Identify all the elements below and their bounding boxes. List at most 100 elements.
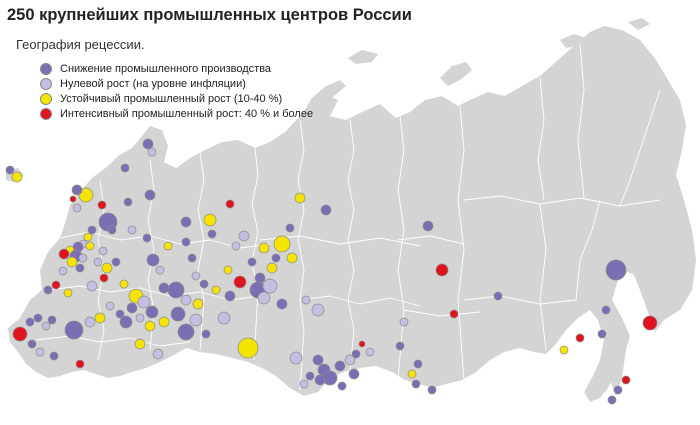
city-intense-marker [435, 263, 449, 277]
city-zero-marker [72, 203, 82, 213]
city-intense-marker [51, 280, 61, 290]
city-intense-marker [449, 309, 459, 319]
city-decline-marker [207, 229, 217, 239]
legend: Снижение промышленного производства Нуле… [38, 62, 313, 122]
city-decline-marker [142, 233, 152, 243]
city-intense-marker [642, 315, 658, 331]
city-zero-marker [135, 313, 145, 323]
city-steady-marker [203, 213, 217, 227]
city-decline-marker [167, 281, 185, 299]
city-decline-marker [305, 371, 315, 381]
city-steady-marker [101, 262, 113, 274]
city-decline-marker [145, 305, 159, 319]
city-steady-marker [407, 369, 417, 379]
city-zero-marker [311, 303, 325, 317]
city-steady-marker [192, 298, 204, 310]
city-decline-marker [126, 302, 138, 314]
city-steady-marker [286, 252, 298, 264]
sakhalin [610, 312, 626, 396]
city-decline-marker [322, 370, 338, 386]
city-decline-marker [180, 216, 192, 228]
city-steady-marker [144, 320, 156, 332]
city-decline-marker [247, 257, 257, 267]
city-zero-marker [344, 354, 356, 366]
city-zero-marker [84, 316, 96, 328]
city-decline-marker [271, 253, 281, 263]
city-zero-marker [155, 265, 165, 275]
city-decline-marker [395, 341, 405, 351]
city-decline-marker [111, 257, 121, 267]
city-decline-marker [64, 320, 84, 340]
city-decline-marker [613, 385, 623, 395]
city-steady-marker [85, 241, 95, 251]
city-steady-marker [119, 279, 129, 289]
city-zero-marker [399, 317, 409, 327]
city-zero-marker [217, 311, 231, 325]
city-decline-marker [47, 315, 57, 325]
page-subtitle: География рецессии. [16, 37, 145, 52]
legend-item-decline: Снижение промышленного производства [38, 62, 313, 77]
city-zero-marker [78, 253, 88, 263]
city-steady-marker [158, 316, 170, 328]
city-zero-marker [257, 291, 271, 305]
city-intense-marker [233, 275, 247, 289]
city-decline-marker [224, 290, 236, 302]
arctic-island-north [348, 50, 378, 64]
city-decline-marker [146, 253, 160, 267]
legend-swatch-decline [40, 63, 52, 75]
legend-label-steady: Устойчивый промышленный рост (10-40 %) [60, 93, 283, 105]
city-steady-marker [134, 338, 146, 350]
city-decline-marker [87, 225, 97, 235]
city-steady-marker [211, 285, 221, 295]
city-decline-marker [597, 329, 607, 339]
city-intense-marker [12, 326, 28, 342]
city-steady-marker [294, 192, 306, 204]
city-decline-marker [120, 163, 130, 173]
city-zero-marker [301, 295, 311, 305]
city-decline-marker [75, 263, 85, 273]
city-decline-marker [107, 225, 117, 235]
city-decline-marker [411, 379, 421, 389]
city-intense-marker [97, 200, 107, 210]
city-decline-marker [25, 317, 35, 327]
city-intense-marker [621, 375, 631, 385]
city-zero-marker [93, 257, 103, 267]
city-steady-marker [223, 265, 233, 275]
city-intense-marker [69, 195, 77, 203]
legend-item-intense: Интенсивный промышленный рост: 40 % и бо… [38, 107, 313, 122]
city-decline-marker [33, 313, 43, 323]
city-decline-marker [285, 223, 295, 233]
city-steady-marker [63, 288, 73, 298]
novaya-zemlya [300, 80, 346, 124]
kamchatka [630, 240, 668, 332]
city-steady-marker [237, 337, 259, 359]
city-intense-marker [58, 248, 70, 260]
legend-swatch-steady [40, 93, 52, 105]
city-decline-marker [115, 309, 125, 319]
city-decline-marker [427, 385, 437, 395]
city-intense-marker [358, 340, 366, 348]
city-decline-marker [312, 354, 324, 366]
legend-item-zero: Нулевой рост (на уровне инфляции) [38, 77, 313, 92]
city-decline-marker [320, 204, 332, 216]
city-steady-marker [559, 345, 569, 355]
regional-borders [35, 43, 661, 391]
city-zero-marker [41, 321, 51, 331]
city-zero-marker [147, 147, 157, 157]
city-steady-marker [66, 256, 78, 268]
city-decline-marker [607, 395, 617, 405]
city-decline-marker [348, 368, 360, 380]
city-steady-marker [78, 187, 94, 203]
city-decline-marker [351, 349, 361, 359]
city-zero-marker [137, 295, 151, 309]
city-zero-marker [152, 348, 164, 360]
city-decline-marker [334, 360, 346, 372]
city-decline-marker [158, 282, 170, 294]
city-zero-marker [191, 271, 201, 281]
city-zero-marker [238, 230, 250, 242]
city-decline-marker [187, 253, 197, 263]
city-decline-marker [123, 197, 133, 207]
legend-label-intense: Интенсивный промышленный рост: 40 % и бо… [60, 108, 314, 120]
city-steady-marker [163, 241, 173, 251]
city-intense-marker [99, 273, 109, 283]
